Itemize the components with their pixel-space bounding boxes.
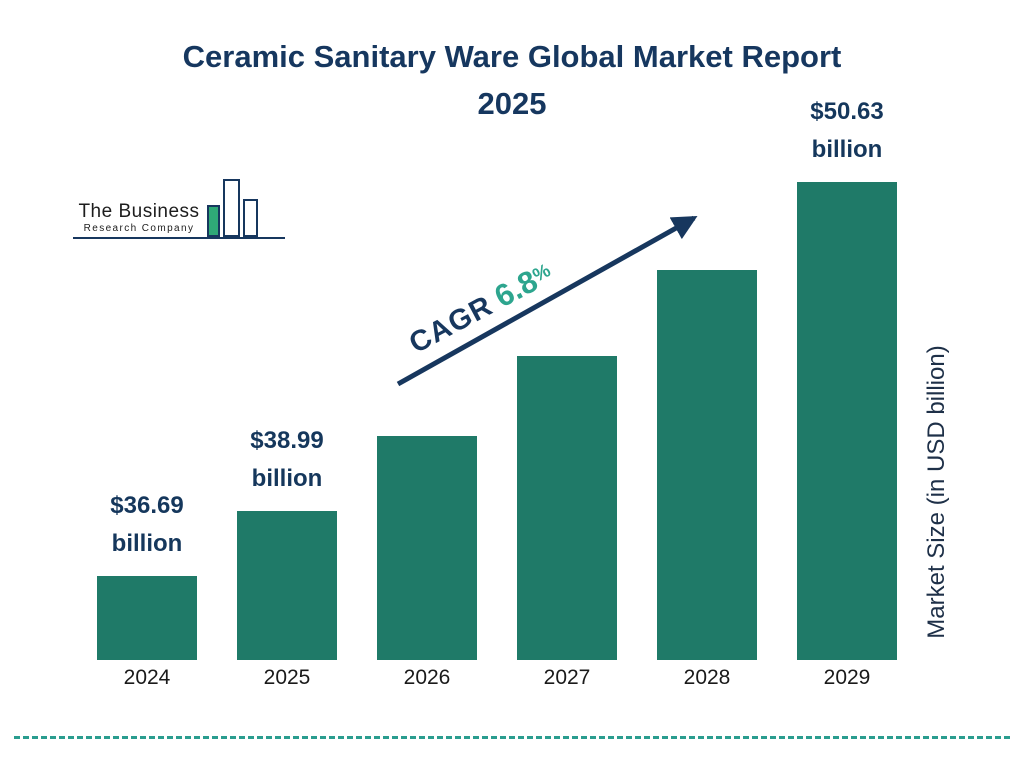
logo-name-line2: Research Company: [83, 223, 195, 234]
bar-value-2025: $38.99: [250, 427, 324, 454]
logo-bar-chart-icon: [207, 179, 258, 237]
page-title: Ceramic Sanitary Ware Global Market Repo…: [0, 34, 1024, 127]
bar-value-label-2029: $50.63 billion: [810, 93, 883, 169]
year-label-2024: 2024: [123, 666, 171, 689]
bar-chart: $36.69 billion $38.99 billion $50.63 bil…: [97, 0, 897, 660]
bar-column-2029: $50.63 billion: [797, 93, 897, 660]
year-label-2029: 2029: [823, 666, 871, 689]
page-title-line1: Ceramic Sanitary Ware Global Market Repo…: [182, 39, 842, 74]
bottom-dashed-line: [14, 736, 1010, 739]
y-axis-label: Market Size (in USD billion): [923, 345, 950, 639]
bar-value-2024: $36.69: [110, 492, 184, 519]
bar-value-label-2025: $38.99 billion: [250, 422, 323, 498]
year-label-2026: 2026: [403, 666, 451, 689]
page-title-line2: 2025: [477, 85, 547, 121]
bar-column-2028: [657, 270, 757, 660]
bar-2027: [517, 356, 617, 660]
bar-column-2024: $36.69 billion: [97, 487, 197, 660]
bar-unit-2025: billion: [251, 465, 323, 492]
year-label-2025: 2025: [263, 666, 311, 689]
bar-unit-2029: billion: [811, 136, 883, 163]
bar-column-2026: [377, 436, 477, 660]
x-axis-labels: 2024 2025 2026 2027 2028 2029: [97, 666, 897, 690]
logo-text: The Business Research Company: [73, 201, 205, 237]
bar-2025: [237, 511, 337, 660]
bar-value-2029: $50.63: [810, 98, 884, 125]
bar-2029: [797, 182, 897, 660]
logo-name-line1: The Business: [78, 201, 200, 222]
bar-column-2027: [517, 356, 617, 660]
year-label-2027: 2027: [543, 666, 591, 689]
bar-2028: [657, 270, 757, 660]
bar-column-2025: $38.99 billion: [237, 422, 337, 660]
company-logo: The Business Research Company: [73, 176, 285, 239]
bar-2024: [97, 576, 197, 660]
bar-2026: [377, 436, 477, 660]
year-label-2028: 2028: [683, 666, 731, 689]
bar-value-label-2024: $36.69 billion: [110, 487, 183, 563]
bar-unit-2024: billion: [111, 530, 183, 557]
